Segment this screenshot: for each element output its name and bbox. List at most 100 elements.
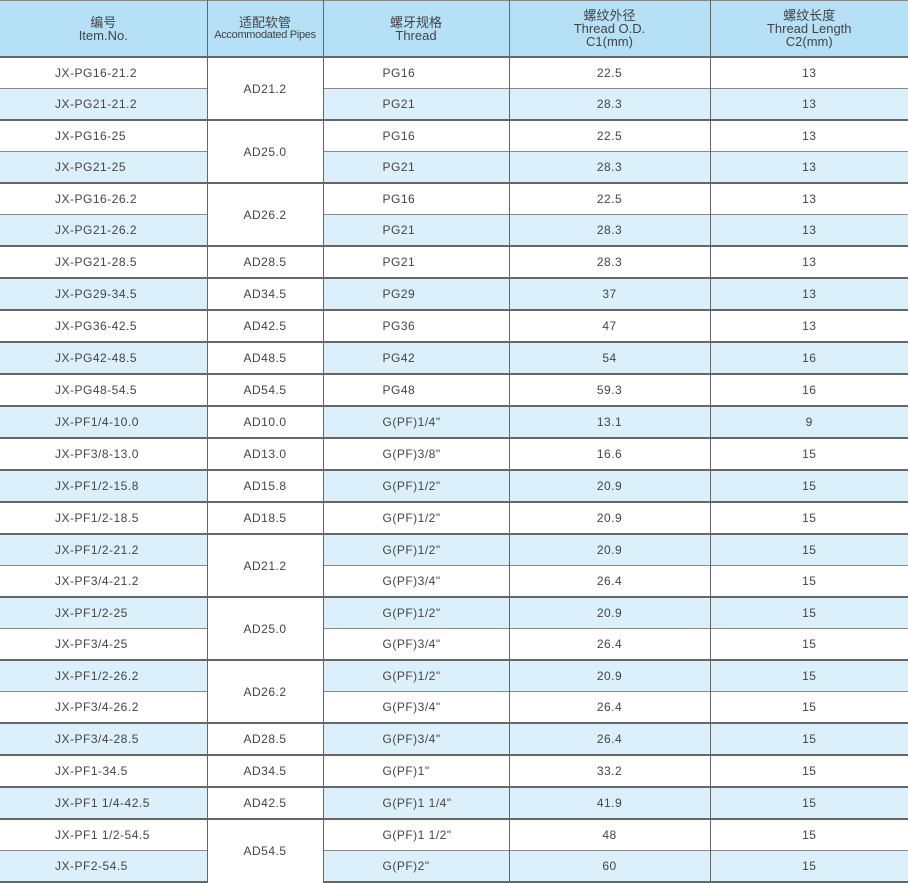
- item-no-cell: JX-PG16-25: [0, 120, 207, 152]
- thread-cell: PG21: [323, 152, 509, 184]
- thread-od-cell: 20.9: [509, 502, 710, 534]
- item-no-cell: JX-PG21-21.2: [0, 89, 207, 121]
- thread-cell: PG48: [323, 374, 509, 406]
- pipe-cell: AD26.2: [207, 183, 323, 246]
- header-pipe-en: Accommodated Pipes: [208, 29, 323, 42]
- thread-length-cell: 16: [710, 374, 908, 406]
- item-no-cell: JX-PF1/2-15.8: [0, 470, 207, 502]
- thread-cell: PG16: [323, 120, 509, 152]
- thread-od-cell: 59.3: [509, 374, 710, 406]
- thread-length-cell: 15: [710, 534, 908, 566]
- thread-cell: G(PF)1/2": [323, 597, 509, 629]
- thread-length-cell: 13: [710, 278, 908, 310]
- thread-length-cell: 15: [710, 566, 908, 598]
- thread-od-cell: 37: [509, 278, 710, 310]
- item-no-cell: JX-PF1/2-26.2: [0, 660, 207, 692]
- thread-od-cell: 60: [509, 851, 710, 883]
- thread-od-cell: 20.9: [509, 534, 710, 566]
- thread-length-cell: 15: [710, 660, 908, 692]
- thread-cell: G(PF)1/4": [323, 406, 509, 438]
- item-no-cell: JX-PF1/4-10.0: [0, 406, 207, 438]
- pipe-cell: AD25.0: [207, 120, 323, 183]
- thread-cell: G(PF)3/4": [323, 566, 509, 598]
- thread-cell: PG21: [323, 89, 509, 121]
- pipe-cell: AD15.8: [207, 470, 323, 502]
- thread-od-cell: 28.3: [509, 152, 710, 184]
- thread-length-cell: 13: [710, 310, 908, 342]
- pipe-cell: AD10.0: [207, 406, 323, 438]
- header-item-en: Item.No.: [0, 29, 207, 42]
- thread-length-cell: 13: [710, 120, 908, 152]
- thread-od-cell: 26.4: [509, 692, 710, 724]
- thread-length-cell: 15: [710, 438, 908, 470]
- pipe-cell: AD54.5: [207, 819, 323, 882]
- thread-od-cell: 41.9: [509, 787, 710, 819]
- pipe-cell: AD42.5: [207, 787, 323, 819]
- thread-od-cell: 16.6: [509, 438, 710, 470]
- thread-cell: PG21: [323, 246, 509, 278]
- pipe-cell: AD25.0: [207, 597, 323, 660]
- item-no-cell: JX-PF1/2-18.5: [0, 502, 207, 534]
- thread-cell: G(PF)1/2": [323, 660, 509, 692]
- thread-length-cell: 15: [710, 787, 908, 819]
- thread-cell: PG21: [323, 215, 509, 247]
- item-no-cell: JX-PF2-54.5: [0, 851, 207, 883]
- thread-od-cell: 22.5: [509, 57, 710, 89]
- pipe-cell: AD28.5: [207, 246, 323, 278]
- thread-od-cell: 26.4: [509, 723, 710, 755]
- thread-cell: PG16: [323, 183, 509, 215]
- thread-od-cell: 28.3: [509, 89, 710, 121]
- thread-cell: G(PF)3/4": [323, 723, 509, 755]
- thread-length-cell: 13: [710, 246, 908, 278]
- thread-length-cell: 13: [710, 183, 908, 215]
- thread-length-cell: 15: [710, 597, 908, 629]
- thread-length-cell: 15: [710, 723, 908, 755]
- thread-cell: PG29: [323, 278, 509, 310]
- thread-od-cell: 47: [509, 310, 710, 342]
- header-pipe-cn: 适配软管: [208, 16, 323, 29]
- thread-cell: G(PF)3/4": [323, 692, 509, 724]
- thread-cell: G(PF)1 1/2": [323, 819, 509, 851]
- thread-od-cell: 26.4: [509, 566, 710, 598]
- thread-od-cell: 13.1: [509, 406, 710, 438]
- thread-cell: G(PF)1": [323, 755, 509, 787]
- item-no-cell: JX-PG48-54.5: [0, 374, 207, 406]
- pipe-cell: AD26.2: [207, 660, 323, 723]
- thread-od-cell: 33.2: [509, 755, 710, 787]
- header-thread-en: Thread: [324, 29, 509, 42]
- item-no-cell: JX-PG36-42.5: [0, 310, 207, 342]
- thread-length-cell: 15: [710, 851, 908, 883]
- pipe-cell: AD42.5: [207, 310, 323, 342]
- item-no-cell: JX-PG42-48.5: [0, 342, 207, 374]
- pipe-cell: AD13.0: [207, 438, 323, 470]
- thread-cell: G(PF)1/2": [323, 534, 509, 566]
- thread-cell: G(PF)3/8": [323, 438, 509, 470]
- item-no-cell: JX-PG16-21.2: [0, 57, 207, 89]
- item-no-cell: JX-PG16-26.2: [0, 183, 207, 215]
- thread-length-cell: 15: [710, 819, 908, 851]
- thread-length-cell: 13: [710, 57, 908, 89]
- thread-length-cell: 9: [710, 406, 908, 438]
